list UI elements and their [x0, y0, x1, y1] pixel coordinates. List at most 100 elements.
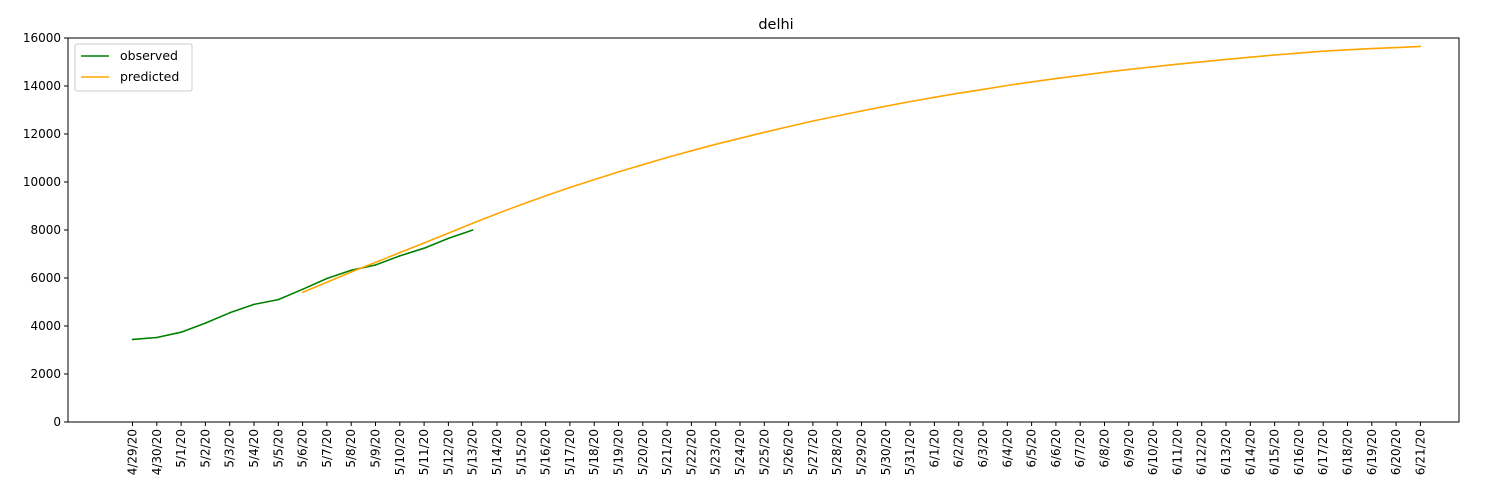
legend: observed predicted	[74, 43, 193, 92]
x-tick-label: 5/29/20	[855, 429, 869, 475]
y-tick-label: 6000	[30, 271, 61, 285]
x-tick-label: 5/17/20	[563, 429, 577, 475]
x-tick-label: 5/16/20	[539, 429, 553, 475]
x-tick-label: 6/5/20	[1025, 429, 1039, 468]
x-tick-label: 5/4/20	[247, 429, 261, 468]
data-point-predicted	[520, 203, 523, 206]
data-point-predicted	[933, 96, 936, 99]
data-point-predicted	[399, 251, 401, 254]
data-point-predicted	[617, 171, 620, 173]
x-tick-label: 5/24/20	[733, 429, 747, 475]
x-tick-label: 6/16/20	[1292, 429, 1306, 475]
x-tick-label: 4/30/20	[150, 429, 164, 475]
data-point-predicted	[957, 92, 960, 94]
data-point-predicted	[1200, 60, 1203, 63]
y-tick-label: 14000	[23, 79, 61, 93]
x-tick-label: 5/7/20	[320, 429, 334, 468]
x-tick-label: 6/20/20	[1389, 429, 1403, 475]
data-point-observed	[447, 237, 450, 240]
data-point-predicted	[544, 195, 547, 197]
x-tick-label: 6/13/20	[1219, 429, 1233, 475]
data-point-predicted	[496, 212, 498, 215]
data-point-predicted	[1103, 71, 1106, 74]
data-point-observed	[253, 303, 255, 306]
data-point-predicted	[1006, 84, 1009, 87]
x-tick-label: 6/7/20	[1073, 429, 1087, 468]
x-tick-label: 6/21/20	[1413, 429, 1427, 475]
data-point-observed	[180, 331, 182, 334]
data-point-predicted	[569, 186, 571, 189]
x-tick-label: 5/6/20	[296, 429, 310, 468]
data-point-predicted	[1055, 77, 1057, 80]
data-point-predicted	[374, 261, 377, 264]
data-point-observed	[399, 255, 401, 257]
chart-title: delhi	[758, 17, 793, 33]
data-point-predicted	[1176, 63, 1179, 65]
x-tick-label: 6/3/20	[976, 429, 990, 468]
x-tick-label: 5/28/20	[830, 429, 844, 475]
data-point-observed	[156, 336, 158, 339]
x-tick-label: 6/4/20	[1000, 429, 1014, 468]
y-tick-label: 8000	[30, 223, 61, 237]
x-tick-label: 5/23/20	[709, 429, 723, 475]
x-tick-label: 6/6/20	[1049, 429, 1063, 468]
data-point-predicted	[1128, 68, 1130, 71]
data-point-predicted	[326, 281, 328, 284]
data-point-predicted	[1322, 50, 1324, 52]
data-point-predicted	[301, 291, 304, 294]
data-point-observed	[228, 312, 231, 314]
data-point-predicted	[447, 232, 450, 234]
x-tick-label: 5/13/20	[466, 429, 480, 475]
x-tick-label: 5/20/20	[636, 429, 650, 475]
data-point-predicted	[1371, 47, 1373, 50]
data-point-observed	[301, 288, 304, 291]
x-tick-label: 5/14/20	[490, 429, 504, 475]
data-point-predicted	[1030, 81, 1033, 83]
x-tick-label: 4/29/20	[126, 429, 140, 475]
data-point-predicted	[763, 131, 766, 134]
x-tick-label: 5/5/20	[271, 429, 285, 468]
x-tick-label: 5/18/20	[587, 429, 601, 475]
y-tick-label: 0	[53, 415, 61, 429]
y-tick-label: 16000	[23, 31, 61, 45]
x-tick-label: 5/10/20	[393, 429, 407, 475]
data-point-predicted	[1395, 46, 1397, 49]
x-tick-label: 6/18/20	[1341, 429, 1355, 475]
data-point-observed	[423, 247, 425, 250]
x-tick-label: 5/15/20	[514, 429, 528, 475]
x-tick-label: 5/27/20	[806, 429, 820, 475]
x-axis: 4/29/20 4/30/20 5/1/20 5/2/20 5/3/20 5/4/20 5/…	[126, 422, 1427, 475]
x-tick-label: 5/3/20	[223, 429, 237, 468]
data-point-predicted	[1249, 56, 1252, 58]
data-point-predicted	[1346, 48, 1349, 51]
data-point-predicted	[1298, 52, 1300, 54]
x-tick-label: 5/2/20	[198, 429, 212, 468]
x-tick-label: 5/22/20	[684, 429, 698, 475]
data-point-predicted	[471, 222, 474, 225]
series-line-predicted	[302, 45, 1421, 294]
x-tick-label: 6/1/20	[927, 429, 941, 468]
x-tick-label: 5/8/20	[344, 429, 358, 468]
data-point-observed	[204, 322, 207, 324]
x-tick-label: 5/9/20	[369, 429, 383, 468]
data-point-predicted	[593, 178, 595, 181]
data-point-predicted	[885, 105, 887, 107]
data-point-predicted	[1273, 54, 1276, 56]
x-tick-label: 5/25/20	[757, 429, 771, 475]
data-point-observed	[326, 277, 328, 280]
x-tick-label: 6/2/20	[952, 429, 966, 468]
data-point-predicted	[860, 110, 863, 112]
data-point-predicted	[423, 242, 425, 244]
data-point-predicted	[836, 115, 838, 117]
x-tick-label: 6/10/20	[1146, 429, 1160, 475]
plot-frame	[67, 37, 1460, 423]
y-tick-label: 2000	[30, 367, 61, 381]
data-point-observed	[350, 269, 353, 272]
x-tick-label: 6/12/20	[1195, 429, 1209, 475]
x-tick-label: 6/19/20	[1365, 429, 1379, 475]
data-point-predicted	[1419, 45, 1422, 48]
series-line-observed	[132, 229, 473, 341]
data-point-predicted	[714, 143, 717, 146]
data-point-observed	[277, 298, 280, 301]
